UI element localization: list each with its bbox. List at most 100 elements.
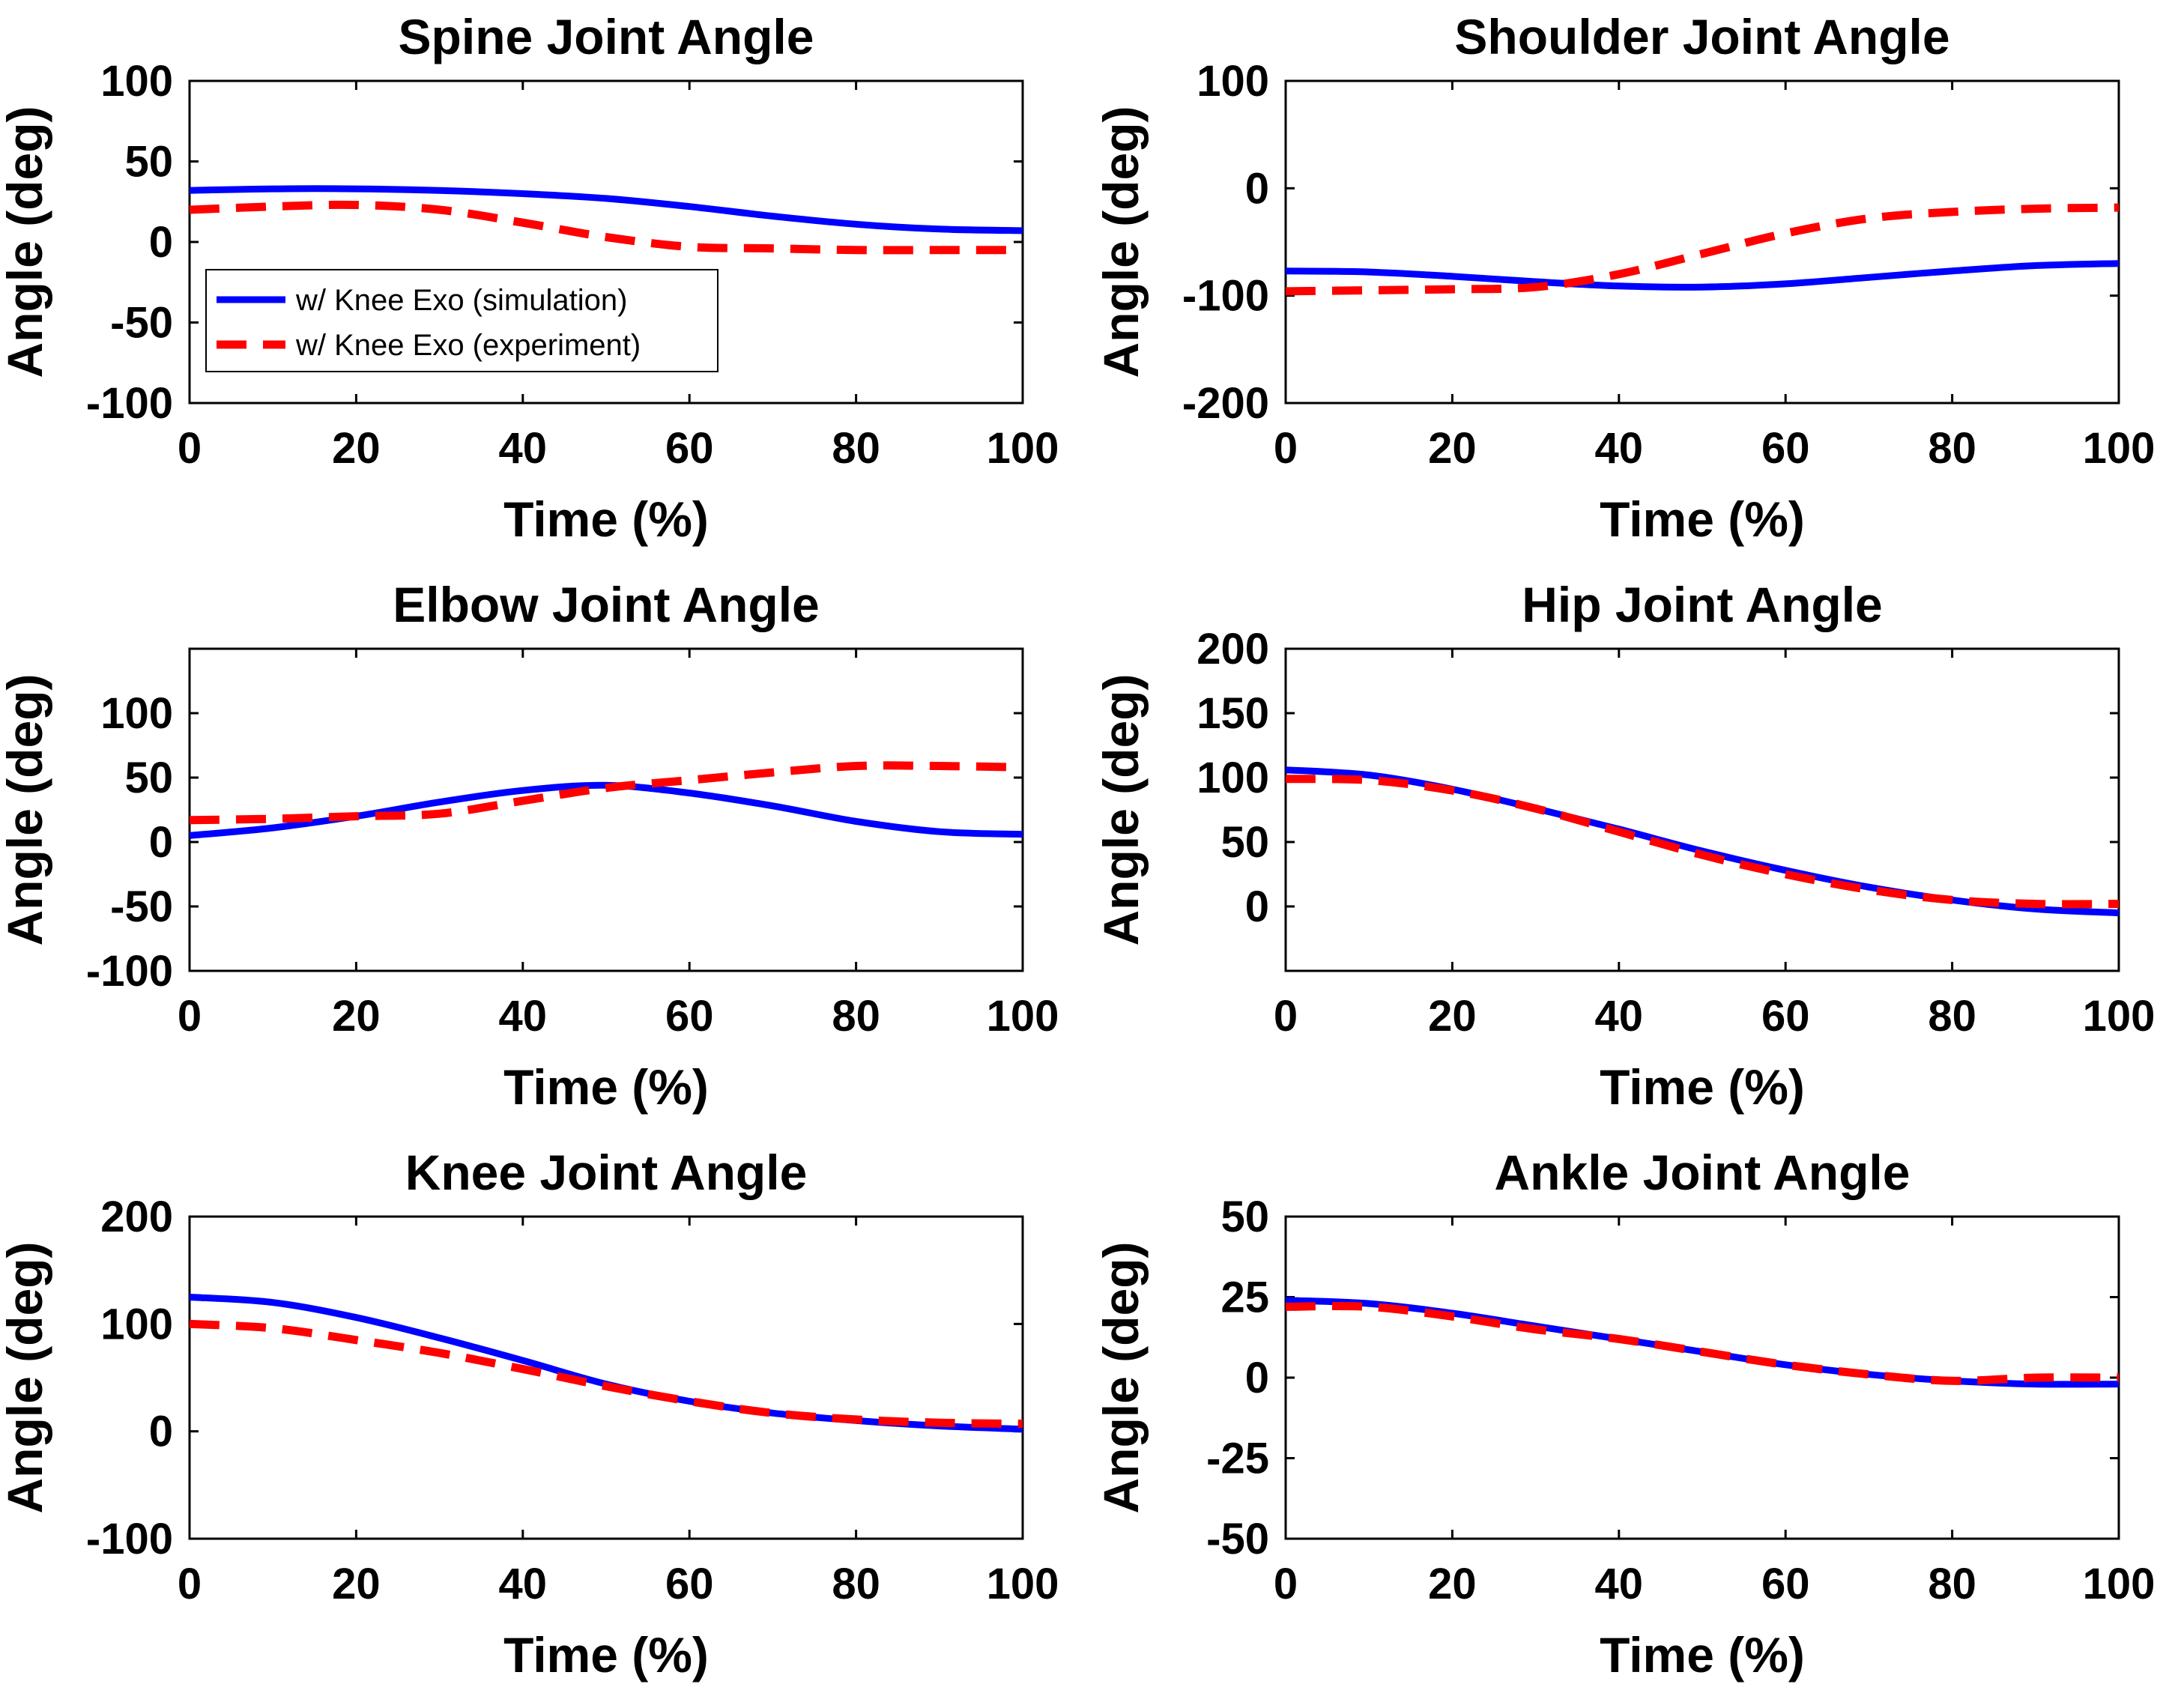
- chart-title: Ankle Joint Angle: [1495, 1145, 1911, 1200]
- series-line-experiment: [1285, 1301, 2120, 1385]
- x-tick-label: 40: [499, 424, 548, 473]
- series-line-simulation: [1285, 766, 2120, 917]
- x-tick-label: 40: [1595, 424, 1644, 473]
- y-axis-label: Angle (deg): [0, 106, 52, 378]
- x-tick-label: 80: [832, 1560, 880, 1608]
- y-tick-label: 100: [1197, 57, 1269, 106]
- series-line-experiment: [1285, 203, 2120, 296]
- x-tick-label: 40: [1595, 992, 1644, 1041]
- series-line-experiment: [189, 1319, 1023, 1429]
- y-tick-label: -50: [110, 299, 173, 348]
- y-tick-label: -50: [1206, 1515, 1269, 1563]
- legend: w/ Knee Exo (simulation) w/ Knee Exo (exp…: [205, 269, 719, 372]
- y-tick-label: -25: [1206, 1435, 1269, 1483]
- x-tick-label: 0: [178, 1560, 202, 1608]
- y-tick-label: 25: [1220, 1274, 1269, 1322]
- y-tick-label: 50: [124, 138, 173, 187]
- chart-panel-6: 0 20 40 60 80 100 50 25 0 -25 -50 Ankle Joint Angle…: [1093, 1145, 2155, 1683]
- series-line-simulation: [1285, 1297, 2120, 1388]
- legend-box: [205, 269, 719, 372]
- y-tick-label: 100: [100, 57, 173, 106]
- x-tick-label: 60: [665, 992, 714, 1041]
- y-tick-label: 0: [149, 818, 173, 867]
- chart-panel-2: 0 20 40 60 80 100 100 0 -100 -200 Shoulder Joint A…: [1093, 9, 2155, 547]
- legend-label-simulation: w/ Knee Exo (simulation): [295, 284, 627, 317]
- chart-panel-3: 0 20 40 60 80 100 100 50 0 -50 -100 Elbow Joint Ang…: [0, 577, 1059, 1115]
- series-line-simulation: [189, 781, 1023, 839]
- series-line-experiment: [1285, 775, 2120, 909]
- legend-label-experiment: w/ Knee Exo (experiment): [295, 329, 641, 362]
- y-tick-label: -100: [86, 379, 173, 428]
- chart-panel-4: 0 20 40 60 80 100 200 150 100 50 0 Hip Joint Angle T…: [1093, 577, 2155, 1115]
- y-tick-label: 150: [1197, 689, 1269, 738]
- chart-title: Shoulder Joint Angle: [1454, 9, 1949, 64]
- x-tick-label: 60: [1761, 1560, 1810, 1608]
- x-tick-label: 100: [2083, 1560, 2156, 1608]
- y-tick-label: 100: [100, 1300, 173, 1348]
- y-tick-label: 0: [1245, 164, 1269, 213]
- x-tick-label: 80: [832, 424, 880, 473]
- x-axis-label: Time (%): [503, 491, 709, 547]
- x-tick-label: 0: [1274, 992, 1298, 1041]
- x-tick-label: 20: [332, 992, 381, 1041]
- x-tick-label: 20: [332, 1560, 381, 1608]
- x-tick-label: 20: [1428, 1560, 1477, 1608]
- series-line-simulation: [189, 185, 1023, 234]
- x-tick-label: 20: [1428, 992, 1477, 1041]
- y-tick-label: -200: [1182, 379, 1269, 428]
- y-tick-label: 100: [1197, 754, 1269, 802]
- x-tick-label: 100: [987, 1560, 1059, 1608]
- x-tick-label: 60: [665, 424, 714, 473]
- x-tick-label: 80: [1928, 1560, 1976, 1608]
- plot-frame: [1284, 647, 2120, 972]
- y-tick-label: 0: [1245, 1354, 1269, 1402]
- plot-frame: [188, 647, 1024, 972]
- plot-frame: [1284, 79, 2120, 405]
- chart-title: Spine Joint Angle: [399, 9, 814, 64]
- y-tick-label: -50: [110, 882, 173, 931]
- y-tick-label: 50: [124, 754, 173, 802]
- y-tick-label: 0: [149, 218, 173, 267]
- x-axis-label: Time (%): [503, 1627, 709, 1683]
- y-axis-label: Angle (deg): [1093, 674, 1149, 946]
- y-axis-label: Angle (deg): [0, 674, 52, 946]
- x-tick-label: 100: [2083, 992, 2156, 1041]
- x-tick-label: 40: [499, 1560, 548, 1608]
- x-tick-label: 0: [1274, 424, 1298, 473]
- y-tick-label: 100: [100, 689, 173, 738]
- x-tick-label: 80: [832, 992, 880, 1041]
- x-tick-label: 60: [1761, 424, 1810, 473]
- x-tick-label: 60: [665, 1560, 714, 1608]
- x-tick-label: 20: [1428, 424, 1477, 473]
- y-tick-label: 200: [1197, 625, 1269, 673]
- chart-title: Hip Joint Angle: [1522, 577, 1883, 632]
- y-axis-label: Angle (deg): [1093, 106, 1149, 378]
- series-line-experiment: [189, 200, 1023, 255]
- chart-title: Knee Joint Angle: [405, 1145, 808, 1200]
- x-axis-label: Time (%): [1600, 1627, 1805, 1683]
- y-tick-label: -100: [86, 1515, 173, 1563]
- x-tick-label: 0: [178, 992, 202, 1041]
- x-tick-label: 20: [332, 424, 381, 473]
- plot-frame: [188, 1215, 1024, 1540]
- y-axis-label: Angle (deg): [1093, 1242, 1149, 1514]
- chart-title: Elbow Joint Angle: [393, 577, 820, 632]
- y-tick-label: 50: [1220, 1193, 1269, 1241]
- y-tick-label: 0: [1245, 882, 1269, 931]
- y-tick-label: 200: [100, 1193, 173, 1241]
- y-tick-label: 50: [1220, 818, 1269, 867]
- x-tick-label: 100: [2083, 424, 2156, 473]
- x-tick-label: 80: [1928, 992, 1976, 1041]
- x-axis-label: Time (%): [503, 1059, 709, 1115]
- series-line-simulation: [189, 1294, 1023, 1433]
- x-tick-label: 40: [499, 992, 548, 1041]
- x-tick-label: 40: [1595, 1560, 1644, 1608]
- x-tick-label: 80: [1928, 424, 1976, 473]
- x-axis-label: Time (%): [1600, 1059, 1805, 1115]
- x-tick-label: 0: [1274, 1560, 1298, 1608]
- x-axis-label: Time (%): [1600, 491, 1805, 547]
- y-tick-label: -100: [1182, 272, 1269, 321]
- x-tick-label: 100: [987, 424, 1059, 473]
